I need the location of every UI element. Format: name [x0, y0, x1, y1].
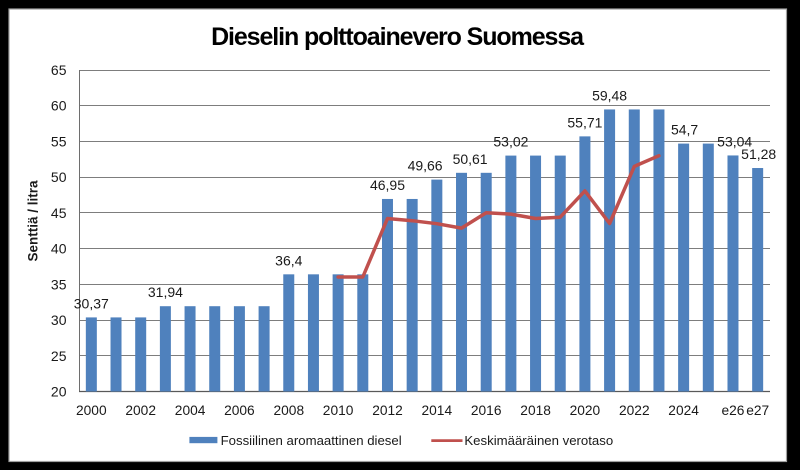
svg-text:2002: 2002: [125, 403, 156, 418]
svg-text:49,66: 49,66: [408, 158, 443, 174]
svg-text:40: 40: [51, 241, 67, 257]
svg-text:2022: 2022: [619, 403, 650, 418]
svg-text:2016: 2016: [471, 403, 502, 418]
svg-text:46,95: 46,95: [370, 177, 405, 193]
svg-text:20: 20: [51, 384, 67, 400]
svg-text:51,28: 51,28: [741, 146, 776, 162]
svg-text:2008: 2008: [274, 403, 305, 418]
svg-text:2004: 2004: [175, 403, 206, 418]
svg-text:50: 50: [51, 169, 67, 185]
svg-text:53,04: 53,04: [717, 133, 752, 149]
svg-text:Keskimääräinen verotaso: Keskimääräinen verotaso: [464, 433, 613, 448]
svg-text:60: 60: [51, 98, 67, 114]
svg-text:50,61: 50,61: [453, 151, 488, 167]
svg-text:Fossiilinen aromaattinen diese: Fossiilinen aromaattinen diesel: [221, 433, 402, 448]
svg-text:55,71: 55,71: [567, 114, 602, 130]
svg-text:2012: 2012: [372, 403, 403, 418]
svg-text:2010: 2010: [323, 403, 354, 418]
svg-text:e26: e26: [722, 403, 745, 418]
svg-text:30,37: 30,37: [74, 295, 109, 311]
svg-text:2000: 2000: [76, 403, 107, 418]
svg-text:55: 55: [51, 133, 67, 149]
svg-text:35: 35: [51, 276, 67, 292]
svg-text:45: 45: [51, 205, 67, 221]
svg-text:2014: 2014: [422, 403, 453, 418]
svg-text:30: 30: [51, 312, 67, 328]
svg-text:65: 65: [51, 62, 67, 78]
svg-text:59,48: 59,48: [592, 87, 627, 103]
svg-text:31,94: 31,94: [148, 284, 183, 300]
svg-text:2020: 2020: [570, 403, 601, 418]
svg-text:2006: 2006: [224, 403, 255, 418]
svg-text:2018: 2018: [520, 403, 551, 418]
svg-text:Senttiä / litra: Senttiä / litra: [26, 180, 41, 262]
svg-text:2024: 2024: [668, 403, 699, 418]
svg-text:Dieselin polttoainevero Suomes: Dieselin polttoainevero Suomessa: [211, 23, 585, 51]
svg-text:53,02: 53,02: [493, 134, 528, 150]
svg-text:36,4: 36,4: [275, 252, 302, 268]
svg-text:25: 25: [51, 348, 67, 364]
svg-text:e27: e27: [746, 403, 769, 418]
svg-text:54,7: 54,7: [671, 122, 698, 138]
